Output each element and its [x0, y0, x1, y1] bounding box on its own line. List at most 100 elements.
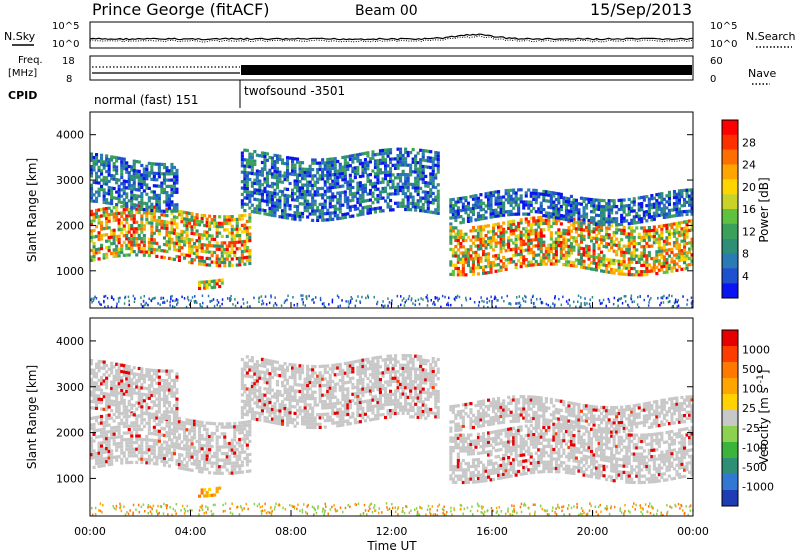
echo-cell [690, 247, 694, 251]
echo-cell [637, 270, 641, 274]
echo-cell [389, 170, 393, 174]
echo-cell [476, 266, 480, 270]
echo-cell [205, 437, 209, 442]
echo-cell [198, 262, 202, 266]
echo-cell [301, 177, 305, 181]
echo-cell [507, 239, 511, 243]
echo-cell [293, 185, 297, 189]
echo-cell [508, 302, 510, 305]
echo-cell [245, 226, 249, 230]
echo-cell [152, 442, 156, 446]
echo-cell [569, 212, 573, 217]
echo-cell [183, 256, 187, 260]
echo-cell [92, 159, 96, 163]
echo-cell [120, 421, 124, 426]
echo-cell [675, 228, 679, 232]
echo-cell [107, 459, 111, 463]
echo-cell [195, 423, 199, 427]
echo-cell [170, 224, 174, 228]
echo-cell [142, 173, 146, 177]
echo-cell [175, 222, 179, 226]
echo-cell [542, 256, 546, 260]
echo-cell [434, 303, 436, 306]
echo-cell [261, 303, 263, 306]
echo-cell [95, 212, 99, 216]
echo-cell [622, 204, 626, 208]
echo-cell [489, 236, 493, 240]
echo-cell [323, 304, 326, 308]
echo-cell [90, 186, 94, 191]
echo-cell [127, 199, 131, 203]
echo-cell [569, 235, 573, 239]
echo-cell [215, 247, 219, 251]
echo-cell [605, 257, 609, 261]
echo-cell [497, 225, 501, 229]
echo-cell [386, 192, 390, 196]
echo-cell [112, 251, 116, 255]
echo-cell [590, 198, 594, 202]
echo-cell [348, 205, 352, 209]
echo-cell [632, 203, 636, 207]
echo-cell [665, 223, 669, 227]
echo-cell [321, 193, 325, 197]
echo-cell [642, 198, 646, 202]
echo-cell [559, 204, 563, 209]
echo-cell [542, 208, 546, 212]
echo-cell [150, 177, 154, 181]
echo-cell [201, 294, 204, 297]
echo-cell [100, 428, 104, 432]
echo-cell [532, 219, 536, 223]
echo-cell [175, 209, 179, 213]
echo-cell [559, 214, 563, 218]
echo-cell [112, 162, 116, 166]
echo-cell [211, 299, 213, 303]
echo-cell [436, 296, 438, 300]
echo-cell [183, 240, 187, 244]
echo-cell [657, 262, 661, 266]
echo-cell [102, 437, 106, 441]
echo-cell [494, 208, 498, 212]
echo-cell [249, 305, 251, 308]
echo-cell [275, 173, 279, 177]
echo-cell [183, 447, 187, 451]
echo-cell [532, 294, 534, 298]
echo-cell [574, 204, 578, 208]
echo-cell [483, 300, 485, 303]
echo-cell [97, 400, 101, 404]
echo-cell [208, 240, 212, 244]
echo-cell [376, 165, 380, 169]
echo-cell [230, 241, 234, 245]
echo-cell [130, 217, 134, 221]
echo-cell [157, 423, 161, 427]
echo-cell [147, 253, 151, 258]
echo-cell [529, 238, 533, 242]
echo-cell [190, 468, 194, 472]
echo-cell [524, 217, 528, 221]
echo-cell [685, 188, 689, 192]
echo-cell [597, 225, 601, 229]
echo-cell [177, 235, 181, 240]
echo-cell [198, 255, 202, 259]
echo-cell [615, 259, 619, 263]
echo-cell [401, 192, 405, 196]
echo-cell [127, 371, 131, 375]
echo-cell [667, 211, 671, 216]
echo-cell [361, 193, 365, 197]
echo-cell [112, 228, 116, 232]
echo-cell [250, 165, 254, 169]
echo-cell [147, 431, 151, 435]
echo-cell [100, 461, 104, 465]
echo-cell [479, 240, 483, 245]
echo-cell [529, 216, 533, 220]
echo-cell [140, 454, 144, 458]
echo-cell [117, 191, 121, 195]
echo-cell [107, 443, 111, 447]
echo-cell [672, 262, 676, 267]
echo-cell [225, 254, 229, 258]
echo-cell [175, 190, 179, 194]
echo-cell [235, 441, 239, 445]
echo-cell [600, 225, 604, 229]
echo-cell [123, 302, 126, 305]
echo-cell [172, 178, 176, 182]
echo-cell [612, 202, 616, 206]
